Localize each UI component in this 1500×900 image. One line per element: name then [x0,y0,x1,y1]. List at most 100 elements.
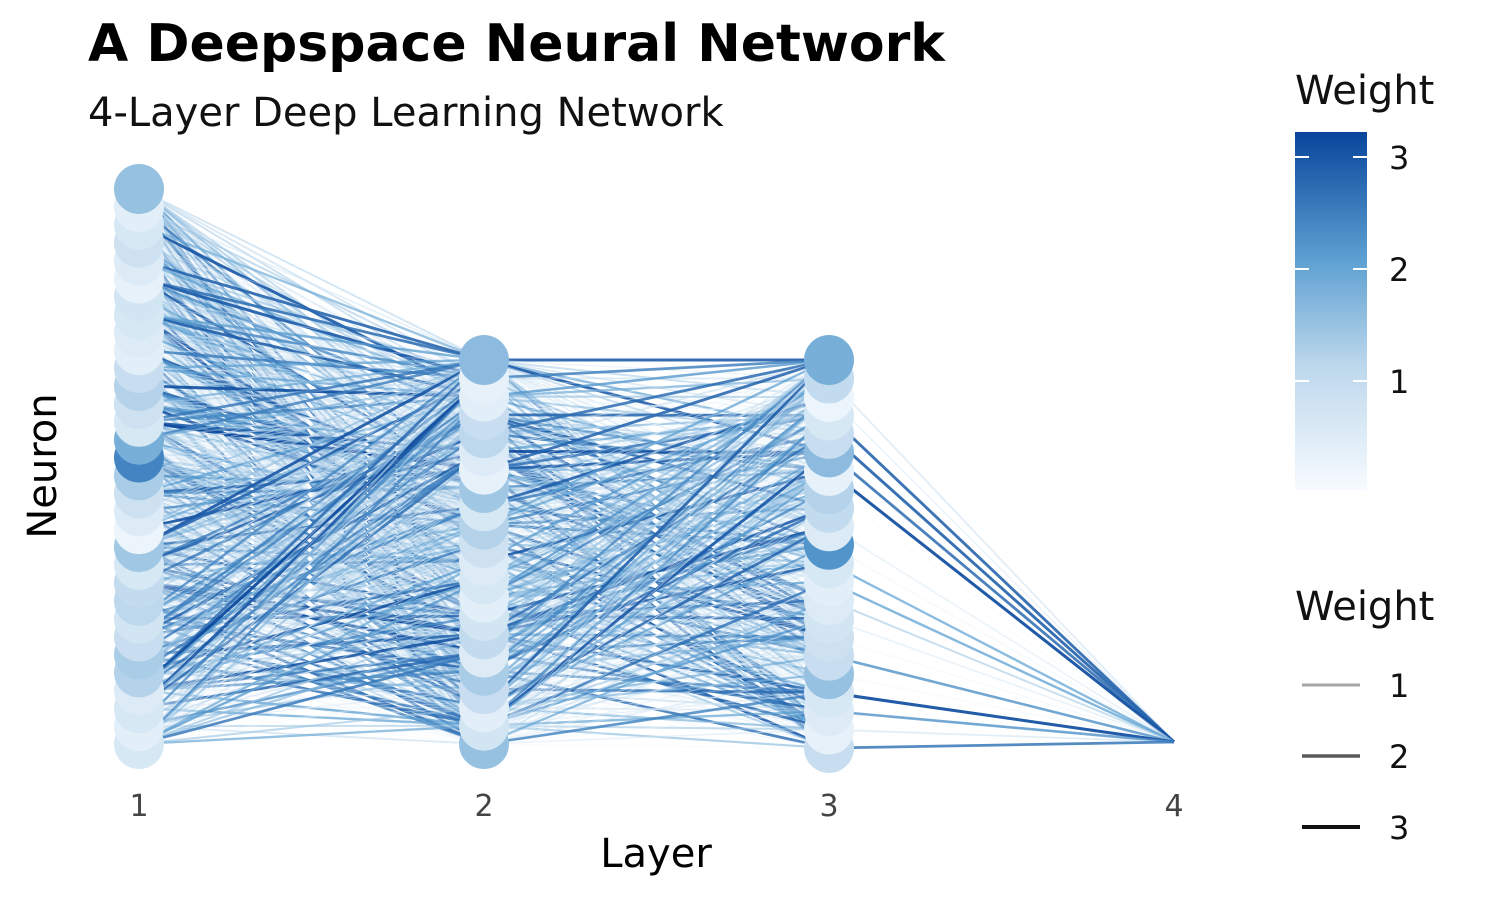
network-edge [138,615,485,745]
network-edge [828,673,1175,743]
x-tick-label: 2 [474,789,493,824]
network-edge [138,560,485,746]
network-edge [138,432,485,745]
chart-title: A Deepspace Neural Network [88,14,945,74]
network-edge [483,488,830,727]
network-edge [483,359,830,599]
x-tick-label: 1 [129,789,148,824]
network-edge [828,396,1175,743]
network-edge [483,414,830,745]
network-edge [828,525,1175,743]
network-edge [138,359,485,531]
network-edge [138,688,485,745]
network-edge [483,377,830,398]
width-legend-label: 3 [1389,809,1409,847]
network-edge [483,580,830,745]
network-edge [138,358,485,441]
color-legend-bar [1295,132,1367,490]
network-edge [138,188,485,361]
network-edge [138,359,485,602]
neuron-node [804,335,854,385]
chart-subtitle: 4-Layer Deep Learning Network [88,90,724,136]
network-edge [483,396,830,691]
color-legend-label: 1 [1389,363,1409,401]
network-edge [138,651,485,746]
network-edge [138,542,485,745]
color-legend-label: 3 [1389,139,1409,177]
network-edge [138,523,485,745]
x-axis-title: Layer [600,831,712,877]
network-edge [138,358,485,424]
network-edge [828,617,1175,743]
network-edge [483,525,830,709]
network-edge [483,359,830,416]
network-edge [828,544,1175,743]
network-edge [138,277,485,362]
network-edge [828,691,1175,744]
network-edge [483,562,830,745]
network-edge [138,505,485,709]
network-edge [483,636,830,745]
network-edge [138,359,485,709]
width-legend-label: 2 [1389,738,1409,776]
network-edge [483,743,830,749]
network-edge [483,359,830,562]
network-edge [138,358,485,620]
network-edge [483,580,830,727]
network-edge [138,358,485,370]
network-edge [828,359,1175,743]
network-edge [828,562,1175,744]
network-edge [138,377,485,745]
network-edge [138,223,485,362]
network-edge [483,543,830,745]
color-legend-label: 2 [1389,251,1409,289]
network-edge [138,313,485,362]
network-edge [483,359,830,690]
network-edge [483,654,830,727]
network-edge [138,349,485,361]
network-edge [483,414,830,727]
network-edge [483,724,830,750]
network-edge [828,728,1175,743]
network-edge [138,706,485,746]
network-edge [483,377,830,672]
network-edge [138,359,485,566]
network-edge [138,396,485,727]
network-edge [828,377,1175,743]
network-edge [483,359,830,489]
network-edge [483,358,830,435]
network-edge [138,724,485,746]
network-edge [483,470,830,745]
network-edge [483,673,830,745]
neuron-node [459,335,509,385]
network-edge [138,206,485,361]
network-edge [483,451,830,745]
network-edge [483,358,830,380]
color-legend-title: Weight [1295,68,1434,114]
network-edge [138,367,485,379]
nodes-layer [114,164,854,773]
network-edge [483,396,830,727]
network-edge [138,358,485,405]
width-legend-label: 1 [1389,667,1409,705]
network-edge [483,396,830,745]
network-edge [483,654,830,709]
network-edge [138,358,485,549]
network-edge [138,560,485,727]
network-edge [138,358,485,692]
network-edge [138,469,485,745]
network-edge [828,599,1175,743]
network-edge [483,507,830,745]
network-edge [138,395,485,745]
network-edge [828,507,1175,743]
network-edge [138,295,485,361]
network-edge [483,378,830,745]
network-edge [138,359,485,513]
network-edge [827,414,1176,744]
network-edge [138,242,485,361]
network-edge [482,358,831,709]
network-edge [138,450,485,745]
network-edge [483,358,830,472]
network-edge [828,636,1175,743]
